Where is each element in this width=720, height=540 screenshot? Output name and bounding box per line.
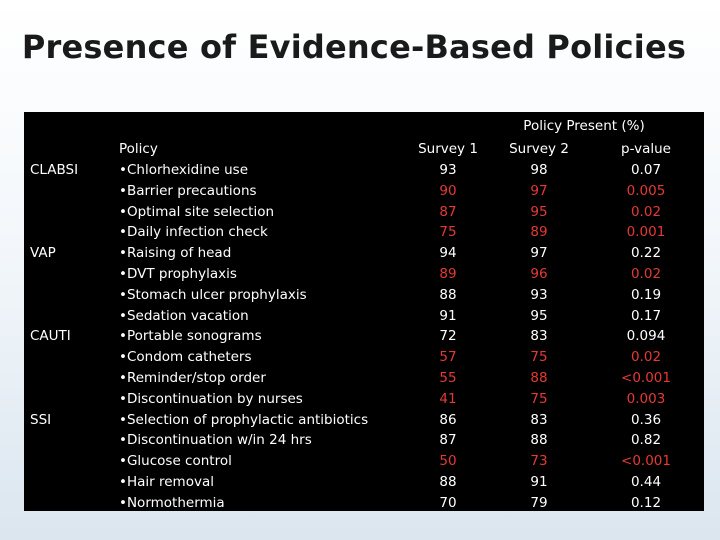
policy-label: •Discontinuation by nurses: [119, 390, 303, 407]
survey2-value: 95: [530, 307, 548, 324]
survey2-value: 97: [530, 182, 548, 199]
pvalue-value: 0.02: [630, 266, 662, 282]
pvalue-header: p-value: [621, 141, 671, 157]
table-row: SSI •Selection of prophylactic antibiotic…: [24, 410, 704, 431]
survey2-value: 88: [530, 432, 548, 449]
survey1-value: 72: [439, 328, 457, 345]
pvalue-value: 0.02: [630, 349, 662, 366]
survey1-value: 50: [439, 453, 457, 470]
survey1-value: 86: [439, 411, 457, 428]
table-row: •Discontinuation w/in 24 hrs 87 88 0.82: [24, 430, 704, 451]
survey2-value: 91: [530, 474, 548, 490]
table-row: •Sedation vacation 91 95 0.17: [24, 306, 704, 327]
survey2-value: 73: [530, 453, 548, 470]
pvalue-value: 0.22: [630, 245, 662, 262]
survey1-value: 70: [439, 494, 457, 511]
survey2-value: 83: [530, 411, 548, 428]
policy-label: •Stomach ulcer prophylaxis: [119, 286, 307, 303]
table-row: •Glucose control 50 73 <0.001: [24, 451, 704, 472]
pvalue-value: 0.44: [630, 474, 662, 490]
survey2-value: 75: [530, 390, 548, 407]
policy-label: •Reminder/stop order: [119, 370, 266, 386]
survey2-value: 95: [530, 203, 548, 220]
survey1-value: 88: [439, 474, 457, 490]
survey2-value: 89: [530, 224, 548, 241]
policy-label: •Selection of prophylactic antibiotics: [119, 411, 369, 428]
survey1-value: 87: [439, 203, 457, 220]
pvalue-value: 0.02: [630, 203, 662, 220]
pvalue-value: 0.003: [626, 390, 666, 407]
category-label: SSI: [30, 411, 52, 428]
table-row: •DVT prophylaxis 89 96 0.02: [24, 264, 704, 285]
pvalue-value: 0.07: [630, 162, 662, 178]
survey2-value: 96: [530, 266, 548, 282]
policy-label: •Sedation vacation: [119, 307, 249, 324]
survey2-value: 79: [530, 494, 548, 511]
table-row: •Barrier precautions 90 97 0.005: [24, 181, 704, 202]
survey2-value: 88: [530, 370, 548, 386]
survey1-value: 57: [439, 349, 457, 366]
policy-label: •Discontinuation w/in 24 hrs: [119, 432, 312, 449]
policy-label: •Hair removal: [119, 474, 214, 490]
slide-title: Presence of Evidence-Based Policies: [21, 28, 687, 66]
pvalue-value: 0.36: [630, 411, 662, 428]
pvalue-value: 0.82: [630, 432, 662, 449]
table-row: •Condom catheters 57 75 0.02: [24, 347, 704, 368]
policy-label: •Raising of head: [119, 245, 232, 262]
table-row: •Stomach ulcer prophylaxis 88 93 0.19: [24, 285, 704, 306]
policy-label: •Glucose control: [119, 453, 232, 470]
table-row: •Daily infection check 75 89 0.001: [24, 222, 704, 243]
policy-label: •DVT prophylaxis: [119, 266, 237, 282]
survey2-value: 83: [530, 328, 548, 345]
survey1-value: 75: [439, 224, 457, 241]
table-row: CAUTI •Portable sonograms 72 83 0.094: [24, 326, 704, 347]
table-row: •Reminder/stop order 55 88 <0.001: [24, 368, 704, 389]
group-header: Policy Present (%): [523, 118, 645, 134]
policy-header: Policy: [119, 141, 158, 157]
survey2-value: 75: [530, 349, 548, 366]
survey1-value: 41: [439, 390, 457, 407]
survey1-value: 93: [439, 162, 457, 178]
category-label: CAUTI: [30, 328, 71, 345]
policy-label: •Condom catheters: [119, 349, 252, 366]
pvalue-value: <0.001: [621, 453, 671, 470]
survey1-value: 90: [439, 182, 457, 199]
pvalue-value: 0.17: [630, 307, 662, 324]
policy-label: •Barrier precautions: [119, 182, 257, 199]
table-row: •Discontinuation by nurses 41 75 0.003: [24, 389, 704, 410]
pvalue-value: 0.19: [630, 286, 662, 303]
survey2-header: Survey 2: [509, 141, 569, 157]
header-row: Policy Survey 1 Survey 2 p-value: [24, 139, 704, 160]
pvalue-value: 0.001: [626, 224, 666, 241]
policy-label: •Normothermia: [119, 494, 225, 511]
pvalue-value: 0.005: [626, 182, 666, 199]
policy-label: •Optimal site selection: [119, 203, 275, 220]
pvalue-value: 0.12: [630, 494, 662, 511]
survey1-value: 91: [439, 307, 457, 324]
pvalue-value: 0.094: [626, 328, 666, 345]
category-label: VAP: [30, 245, 56, 262]
table-row: •Optimal site selection 87 95 0.02: [24, 202, 704, 223]
survey1-value: 89: [439, 266, 457, 282]
policy-label: •Chlorhexidine use: [119, 162, 249, 178]
policy-table: Policy Present (%) Policy Survey 1 Surve…: [24, 112, 704, 511]
survey1-value: 88: [439, 286, 457, 303]
survey1-header: Survey 1: [418, 141, 478, 157]
table-row: •Normothermia 70 79 0.12: [24, 493, 704, 514]
table-row: CLABSI •Chlorhexidine use 93 98 0.07: [24, 160, 704, 181]
survey1-value: 55: [439, 370, 457, 386]
pvalue-value: <0.001: [621, 370, 671, 386]
table-row: •Hair removal 88 91 0.44: [24, 472, 704, 493]
survey2-value: 93: [530, 286, 548, 303]
category-label: CLABSI: [30, 162, 79, 178]
survey2-value: 97: [530, 245, 548, 262]
survey1-value: 94: [439, 245, 457, 262]
policy-label: •Daily infection check: [119, 224, 268, 241]
policy-label: •Portable sonograms: [119, 328, 262, 345]
survey2-value: 98: [530, 162, 548, 178]
table-row: VAP •Raising of head 94 97 0.22: [24, 243, 704, 264]
survey1-value: 87: [439, 432, 457, 449]
